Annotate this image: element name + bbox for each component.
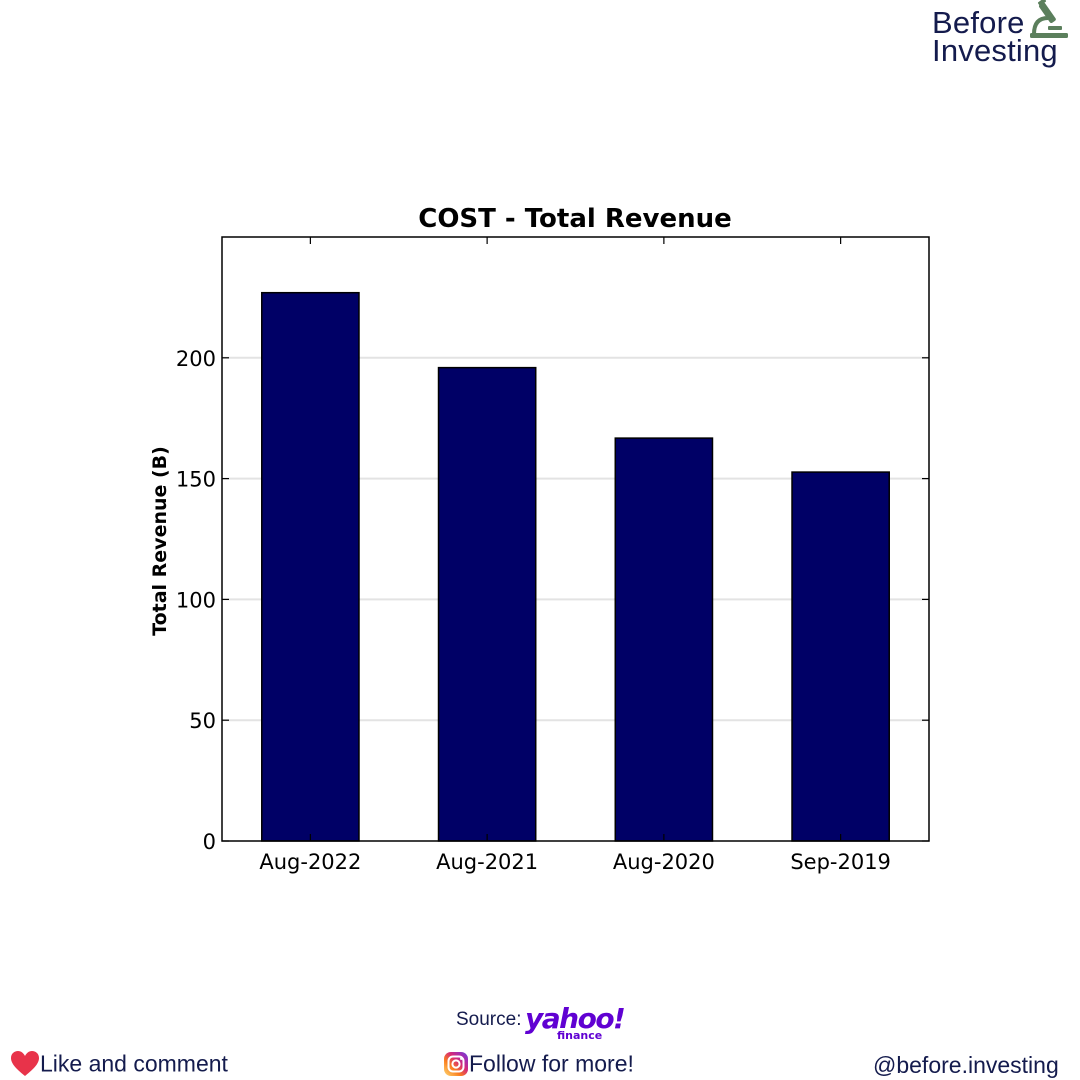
y-axis-label: Total Revenue (B) — [149, 446, 171, 636]
x-tick-label: Sep-2019 — [790, 850, 891, 874]
follow-text: Follow for more! — [469, 1050, 634, 1077]
x-tick-label: Aug-2022 — [259, 850, 361, 874]
yahoo-finance-logo: yahoo! finance — [525, 1004, 626, 1044]
bar-aug-2021 — [437, 366, 537, 842]
y-tick-label: 100 — [176, 588, 216, 612]
yahoo-logo-sub: finance — [557, 1029, 603, 1042]
yahoo-logo-word: yahoo! — [525, 1002, 626, 1035]
x-tick-label: Aug-2020 — [613, 850, 715, 874]
bars — [261, 291, 890, 842]
heart-icon — [11, 1050, 39, 1076]
chart-title: COST - Total Revenue — [418, 204, 732, 234]
tick-labels: 0 50 100 150 200 Aug-2022 Aug-2021 Aug-2020 Sep-… — [176, 347, 891, 874]
instagram-icon — [444, 1051, 468, 1076]
microscope-icon — [1030, 0, 1068, 38]
chart: 0 50 100 150 200 Aug-2022 Aug-2021 Aug-2020 Sep-… — [149, 204, 930, 874]
source-label: Source: — [456, 1009, 522, 1030]
bar-aug-2020 — [614, 437, 714, 842]
account-handle: @before.investing — [873, 1052, 1059, 1078]
y-tick-label: 0 — [203, 830, 216, 854]
bar-sep-2019 — [791, 471, 890, 842]
like-and-comment: Like and comment — [10, 1049, 228, 1078]
y-tick-label: 150 — [176, 468, 216, 492]
axis-ticks — [222, 237, 929, 842]
y-tick-label: 50 — [189, 709, 216, 733]
brand-line-1: Before — [932, 5, 1025, 40]
plot-frame — [221, 236, 930, 842]
x-tick-label: Aug-2021 — [436, 850, 538, 874]
brand-logo: Before Investing — [930, 0, 1075, 70]
brand-line-2: Investing — [932, 33, 1058, 68]
like-text: Like and comment — [40, 1050, 228, 1077]
follow-for-more: Follow for more! — [443, 1049, 634, 1077]
bar-aug-2022 — [261, 291, 360, 842]
y-tick-label: 200 — [176, 347, 216, 371]
